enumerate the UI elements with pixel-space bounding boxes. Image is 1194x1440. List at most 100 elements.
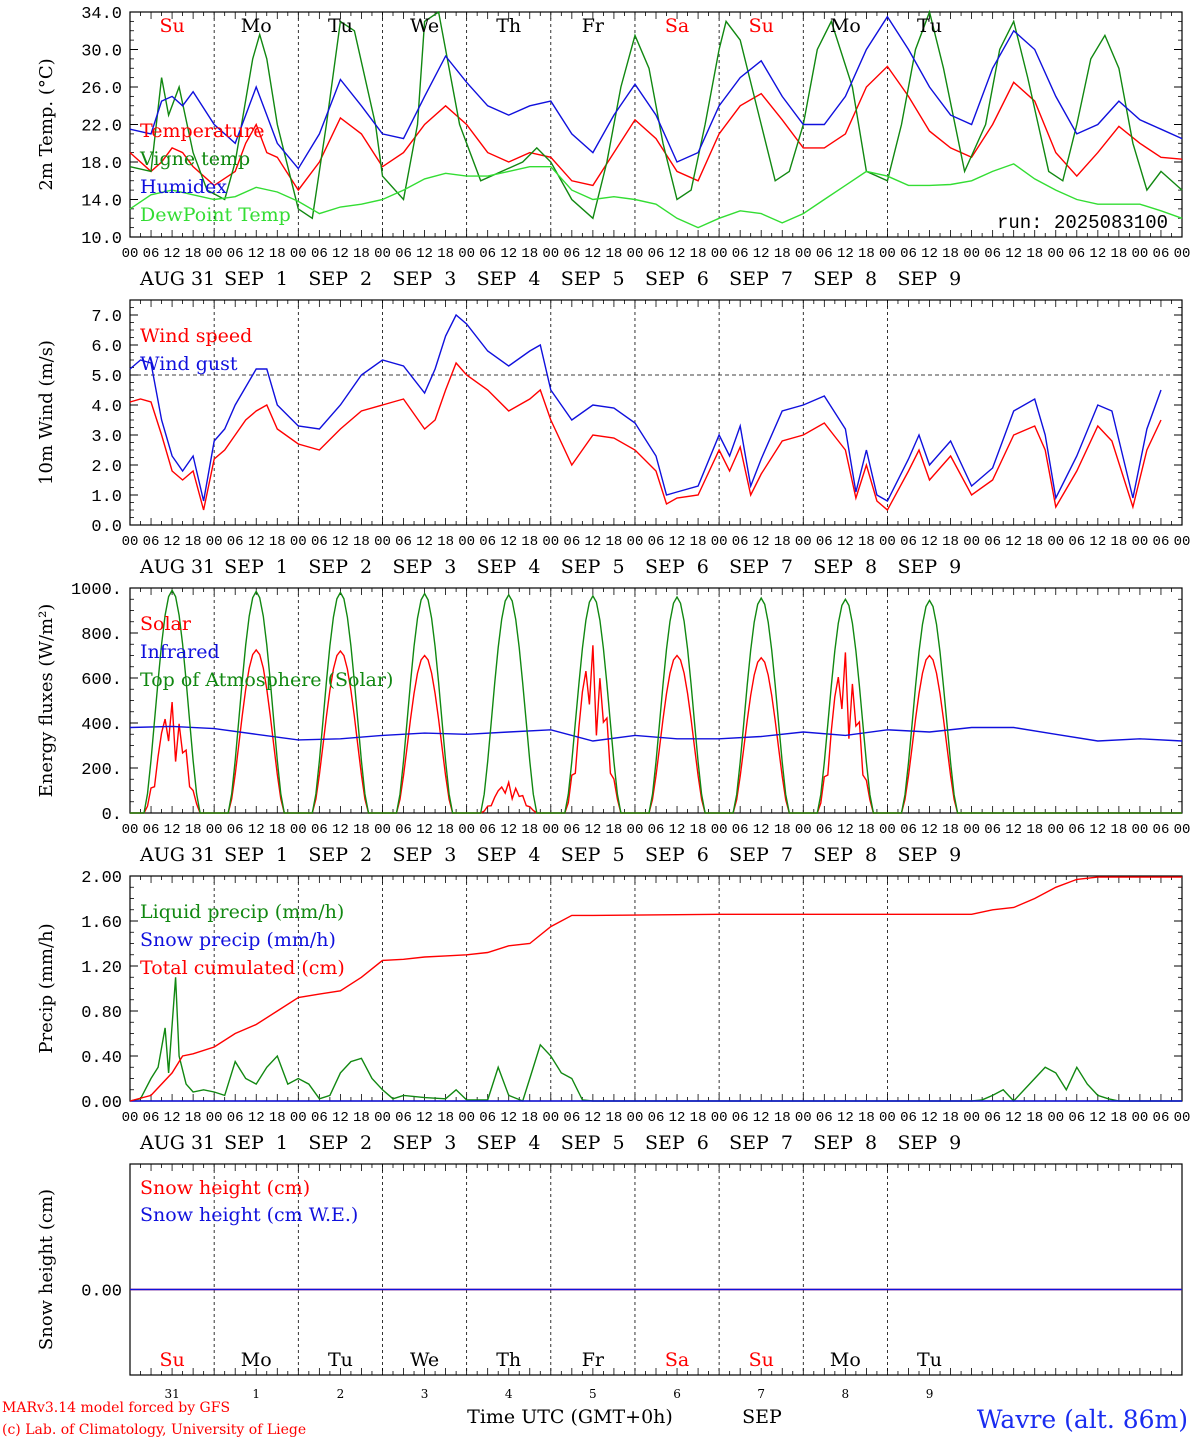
x-hour-label: 12 bbox=[332, 1110, 349, 1126]
weekday-label: Su bbox=[749, 15, 774, 37]
legend-entry: Solar bbox=[140, 613, 192, 635]
x-hour-label: 18 bbox=[774, 1110, 791, 1126]
x-hour-label: 06 bbox=[1068, 1110, 1085, 1126]
y-axis-label: 10m Wind (m/s) bbox=[36, 340, 57, 485]
x-hour-label: 18 bbox=[185, 534, 202, 550]
x-hour-label: 18 bbox=[1110, 534, 1127, 550]
x-hour-label: 12 bbox=[753, 822, 770, 838]
x-axis-month: SEP bbox=[742, 1406, 782, 1428]
x-hour-label: 00 bbox=[795, 246, 812, 262]
x-date-label: SEP 1 bbox=[224, 268, 288, 290]
y-tick-label: 2.00 bbox=[81, 869, 122, 888]
x-hour-label: 06 bbox=[900, 246, 917, 262]
x-hour-label: 18 bbox=[353, 246, 370, 262]
x-hour-label: 12 bbox=[753, 1110, 770, 1126]
x-hour-label: 12 bbox=[500, 1110, 517, 1126]
y-tick-label: 34.0 bbox=[81, 5, 122, 24]
x-hour-label: 06 bbox=[143, 822, 160, 838]
x-hour-label: 12 bbox=[500, 822, 517, 838]
x-hour-label: 06 bbox=[479, 534, 496, 550]
x-hour-label: 18 bbox=[269, 822, 286, 838]
x-date-label: SEP 5 bbox=[561, 268, 625, 290]
x-hour-label: 06 bbox=[900, 822, 917, 838]
series-line bbox=[129, 15, 1183, 170]
x-hour-label: 12 bbox=[248, 534, 265, 550]
x-hour-label: 00 bbox=[627, 534, 644, 550]
x-hour-label: 12 bbox=[837, 534, 854, 550]
x-hour-label: 00 bbox=[1132, 822, 1149, 838]
weekday-label: Mo bbox=[830, 1349, 861, 1371]
x-hour-label: 06 bbox=[227, 822, 244, 838]
y-tick-label: 30.0 bbox=[81, 43, 122, 62]
day-number-label: 4 bbox=[505, 1387, 513, 1401]
x-hour-label: 00 bbox=[963, 822, 980, 838]
x-hour-label: 06 bbox=[395, 246, 412, 262]
x-hour-label: 06 bbox=[732, 246, 749, 262]
y-axis-label: Snow height (cm) bbox=[36, 1189, 57, 1350]
x-hour-label: 06 bbox=[816, 1110, 833, 1126]
x-hour-label: 00 bbox=[290, 246, 307, 262]
x-hour-label: 06 bbox=[1153, 1110, 1170, 1126]
series-line bbox=[129, 725, 1183, 742]
x-hour-label: 18 bbox=[690, 246, 707, 262]
credit-line-2: (c) Lab. of Climatology, University of L… bbox=[2, 1422, 306, 1438]
x-hour-label: 00 bbox=[458, 246, 475, 262]
x-hour-label: 18 bbox=[690, 822, 707, 838]
x-hour-label: 18 bbox=[942, 534, 959, 550]
x-date-label: SEP 8 bbox=[813, 844, 877, 866]
x-hour-label: 18 bbox=[353, 822, 370, 838]
x-hour-label: 12 bbox=[1089, 534, 1106, 550]
x-hour-label: 12 bbox=[921, 822, 938, 838]
x-date-label: SEP 9 bbox=[897, 556, 961, 578]
x-hour-label: 18 bbox=[269, 534, 286, 550]
x-hour-label: 12 bbox=[332, 822, 349, 838]
x-date-label: SEP 8 bbox=[813, 268, 877, 290]
x-hour-label: 06 bbox=[311, 1110, 328, 1126]
x-date-label: SEP 9 bbox=[897, 844, 961, 866]
x-hour-label: 06 bbox=[563, 246, 580, 262]
x-hour-label: 12 bbox=[416, 246, 433, 262]
legend-entry: Temperature bbox=[140, 120, 264, 142]
y-tick-label: 22.0 bbox=[81, 118, 122, 137]
x-hour-label: 00 bbox=[1132, 1110, 1149, 1126]
x-hour-label: 00 bbox=[627, 1110, 644, 1126]
x-hour-label: 06 bbox=[227, 1110, 244, 1126]
x-date-label: SEP 6 bbox=[645, 844, 709, 866]
x-hour-label: 12 bbox=[500, 534, 517, 550]
x-date-label: SEP 9 bbox=[897, 268, 961, 290]
x-hour-label: 18 bbox=[942, 246, 959, 262]
x-hour-label: 00 bbox=[206, 246, 223, 262]
x-hour-label: 06 bbox=[1068, 822, 1085, 838]
y-tick-label: 0.00 bbox=[81, 1094, 122, 1113]
x-date-label: SEP 3 bbox=[392, 268, 456, 290]
x-hour-label: 00 bbox=[206, 1110, 223, 1126]
x-hour-label: 00 bbox=[542, 534, 559, 550]
panel-2: 0.0 1.0 2.0 3.0 4.0 5.0 6.0 7.0 10m Wind (m/s) Wi… bbox=[36, 299, 1190, 578]
legend-entry: DewPoint Temp bbox=[140, 204, 291, 226]
y-tick-label: 5.0 bbox=[91, 368, 122, 387]
x-date-label: SEP 6 bbox=[645, 268, 709, 290]
x-hour-label: 00 bbox=[1047, 534, 1064, 550]
location-title: Wavre (alt. 86m) bbox=[977, 1405, 1188, 1434]
x-hour-label: 00 bbox=[374, 1110, 391, 1126]
panel-frame bbox=[129, 299, 1183, 526]
x-hour-label: 18 bbox=[185, 822, 202, 838]
x-hour-label: 00 bbox=[542, 822, 559, 838]
x-hour-label: 00 bbox=[879, 822, 896, 838]
x-hour-label: 12 bbox=[1005, 822, 1022, 838]
x-date-label: SEP 4 bbox=[477, 844, 541, 866]
x-date-label: SEP 6 bbox=[645, 556, 709, 578]
x-hour-label: 00 bbox=[795, 822, 812, 838]
x-hour-label: 00 bbox=[1174, 1110, 1191, 1126]
x-hour-label: 12 bbox=[248, 246, 265, 262]
x-hour-label: 18 bbox=[1110, 822, 1127, 838]
x-hour-label: 00 bbox=[374, 822, 391, 838]
x-hour-label: 06 bbox=[648, 1110, 665, 1126]
x-hour-label: 06 bbox=[732, 1110, 749, 1126]
x-hour-label: 12 bbox=[921, 534, 938, 550]
x-hour-label: 18 bbox=[1110, 1110, 1127, 1126]
day-number-label: 31 bbox=[164, 1387, 179, 1401]
x-date-label: SEP 3 bbox=[392, 1132, 456, 1154]
y-tick-label: 2.0 bbox=[91, 458, 122, 477]
x-hour-label: 12 bbox=[1005, 246, 1022, 262]
